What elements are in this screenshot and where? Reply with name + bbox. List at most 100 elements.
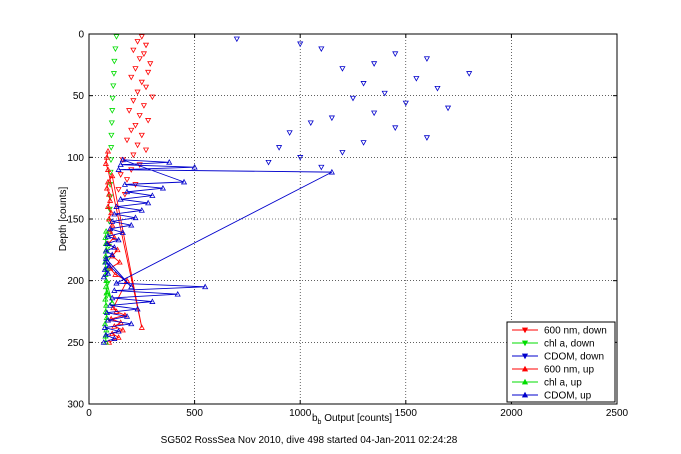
data-point (128, 320, 135, 327)
data-point (121, 192, 128, 198)
data-point (136, 56, 143, 62)
data-point (413, 76, 420, 82)
data-point (202, 283, 209, 290)
data-point (130, 47, 137, 54)
x-tick-label: 500 (186, 408, 203, 419)
series-600-nm-down (115, 34, 156, 198)
data-point (128, 74, 135, 81)
data-point (113, 279, 120, 286)
data-point (123, 137, 131, 144)
x-axis-label-rest: Output [counts] (321, 413, 392, 424)
legend-marker (521, 353, 529, 360)
data-point (112, 46, 119, 53)
x-tick-label: 1000 (289, 408, 312, 419)
series-line (103, 159, 333, 343)
data-point (134, 305, 141, 312)
data-point (109, 221, 116, 228)
legend-marker (521, 340, 529, 347)
data-point (423, 56, 430, 62)
data-point (119, 326, 126, 333)
data-point (136, 113, 143, 119)
x-tick-label: 2500 (606, 408, 629, 419)
data-point (102, 331, 109, 338)
data-point (109, 294, 116, 301)
grid (89, 34, 617, 404)
data-point (149, 94, 156, 101)
data-point (102, 247, 109, 254)
data-point (104, 203, 112, 209)
data-point (126, 108, 133, 114)
data-point (297, 155, 304, 161)
data-point (138, 34, 145, 40)
data-point (128, 127, 135, 134)
data-point (116, 258, 123, 265)
x-tick-label: 1500 (395, 408, 418, 419)
data-point (233, 36, 240, 43)
data-point (109, 95, 116, 102)
data-point (138, 324, 145, 330)
data-point (134, 142, 141, 149)
data-point (138, 132, 145, 139)
data-point (103, 277, 110, 283)
data-point (105, 215, 113, 222)
data-point (112, 271, 119, 277)
y-tick-label: 300 (67, 400, 84, 411)
data-point (109, 108, 116, 114)
data-point (121, 181, 128, 187)
data-point (286, 130, 293, 136)
series-cdom-up (100, 156, 335, 345)
data-point (371, 110, 378, 117)
data-point (102, 283, 109, 290)
data-point (159, 184, 166, 191)
data-point (392, 125, 399, 131)
data-point (297, 41, 304, 48)
data-point (444, 105, 452, 112)
data-point (107, 169, 114, 176)
data-point (103, 309, 111, 316)
data-point (119, 229, 126, 235)
data-point (107, 197, 114, 203)
data-point (349, 95, 357, 102)
data-point (107, 225, 114, 232)
data-point (105, 191, 113, 197)
data-point (102, 258, 109, 265)
data-point (104, 147, 112, 154)
data-point (132, 182, 139, 188)
legend-label: 600 nm, up (544, 365, 594, 376)
y-tick-label: 250 (67, 338, 84, 349)
data-point (119, 156, 126, 163)
data-point (102, 234, 109, 240)
data-point (102, 160, 109, 166)
data-point (371, 61, 378, 67)
data-point (265, 159, 272, 166)
data-point (117, 196, 124, 202)
legend-label: chl a, up (544, 378, 582, 389)
data-point (115, 166, 122, 172)
data-point (140, 51, 147, 57)
data-point (111, 335, 118, 341)
data-point (104, 316, 112, 323)
data-point (142, 84, 150, 91)
axis-ticks: 0 500 1000 1500 2000 2500 0 50 100 150 200 250 300 (67, 30, 628, 420)
data-point (108, 132, 115, 139)
y-tick-label: 50 (73, 91, 85, 102)
y-axis-label: Depth [counts] (58, 187, 69, 252)
legend-entries: 600 nm, down chl a, down CDOM, down 600 nm,… (512, 326, 607, 402)
data-point (466, 71, 473, 77)
data-point (100, 339, 107, 345)
x-axis-label-subscript: b (318, 419, 322, 426)
data-point (423, 135, 430, 141)
data-point (103, 184, 111, 191)
data-point (109, 218, 116, 224)
data-point (360, 140, 367, 146)
data-point (110, 71, 118, 77)
data-point (107, 302, 114, 308)
data-point (115, 334, 122, 340)
data-point (102, 252, 109, 259)
legend-marker (521, 378, 529, 385)
data-point (100, 273, 107, 280)
x-tick-label: 2000 (500, 408, 523, 419)
data-point (104, 270, 112, 276)
data-point (140, 103, 147, 109)
data-point (339, 150, 346, 156)
